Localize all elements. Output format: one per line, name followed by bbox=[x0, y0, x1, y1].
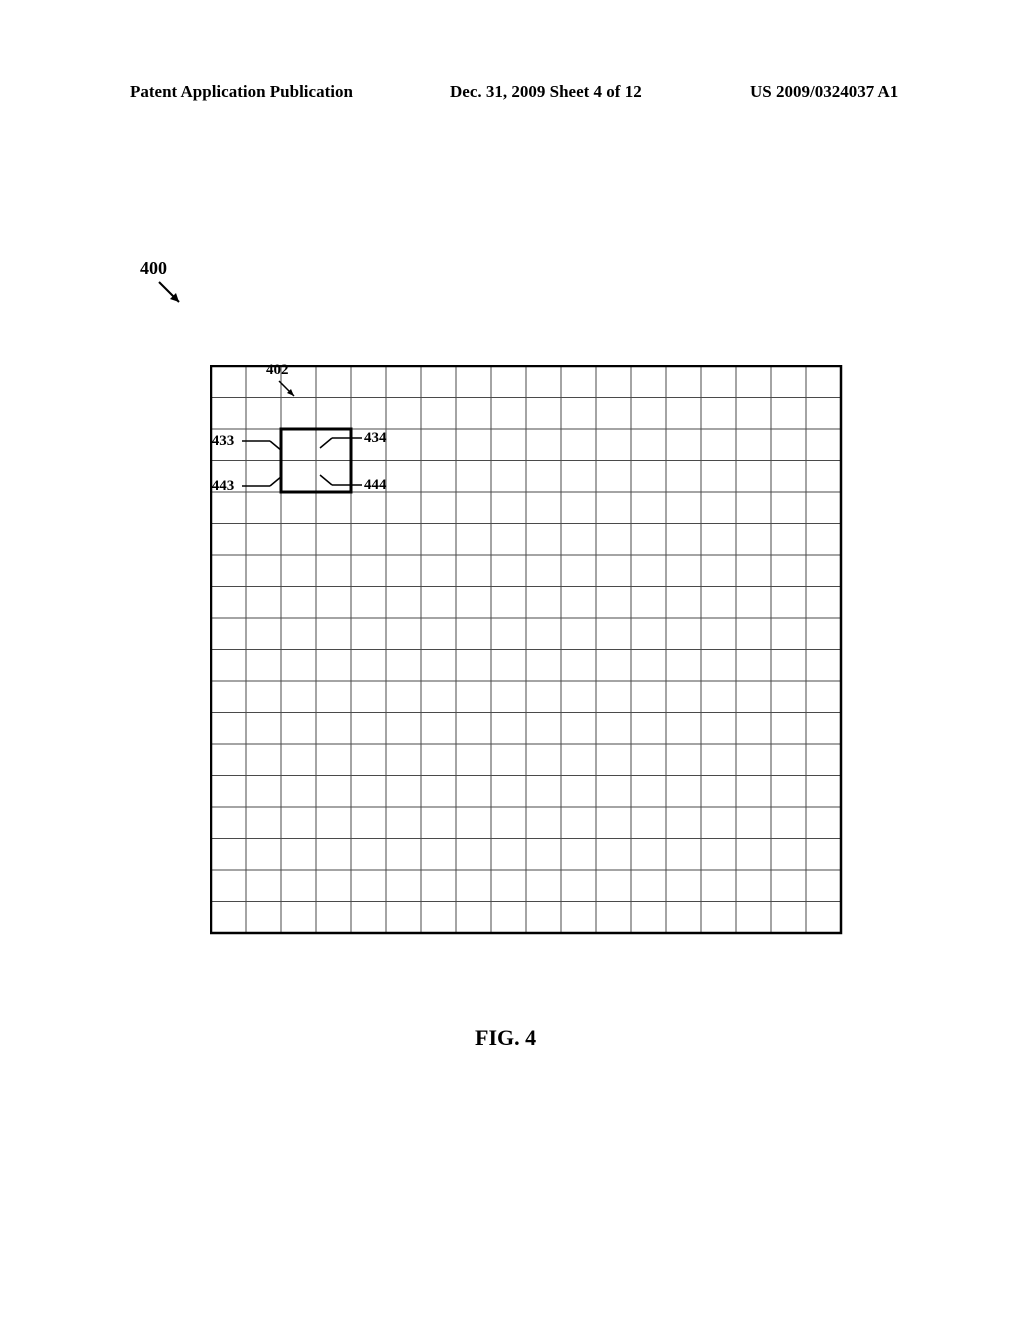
ref-434-text: 434 bbox=[364, 430, 387, 446]
ref-402-text: 402 bbox=[266, 362, 289, 378]
figure-caption-text: FIG. 4 bbox=[475, 1025, 536, 1050]
ref-443-text: 443 bbox=[212, 478, 235, 494]
ref-400-arrow bbox=[155, 278, 195, 318]
page: Patent Application Publication Dec. 31, … bbox=[0, 0, 1024, 1320]
figure-caption: FIG. 4 bbox=[475, 1025, 536, 1051]
ref-443-leader bbox=[240, 468, 290, 498]
header-center-text: Dec. 31, 2009 Sheet 4 of 12 bbox=[450, 82, 642, 102]
ref-label-434: 434 bbox=[364, 430, 387, 447]
ref-label-402: 402 bbox=[266, 362, 289, 379]
ref-434-leader bbox=[314, 428, 364, 458]
ref-label-444: 444 bbox=[364, 477, 387, 494]
ref-400-text: 400 bbox=[140, 258, 167, 278]
ref-402-leader bbox=[276, 378, 306, 408]
header-left-text: Patent Application Publication bbox=[130, 82, 353, 102]
ref-label-433: 433 bbox=[212, 433, 235, 450]
ref-444-leader bbox=[314, 467, 364, 497]
ref-433-leader bbox=[240, 431, 290, 461]
ref-433-text: 433 bbox=[212, 433, 235, 449]
ref-label-443: 443 bbox=[212, 478, 235, 495]
header-right-text: US 2009/0324037 A1 bbox=[750, 82, 898, 102]
ref-444-text: 444 bbox=[364, 477, 387, 493]
grid-diagram bbox=[210, 365, 844, 936]
ref-label-400: 400 bbox=[140, 258, 167, 279]
